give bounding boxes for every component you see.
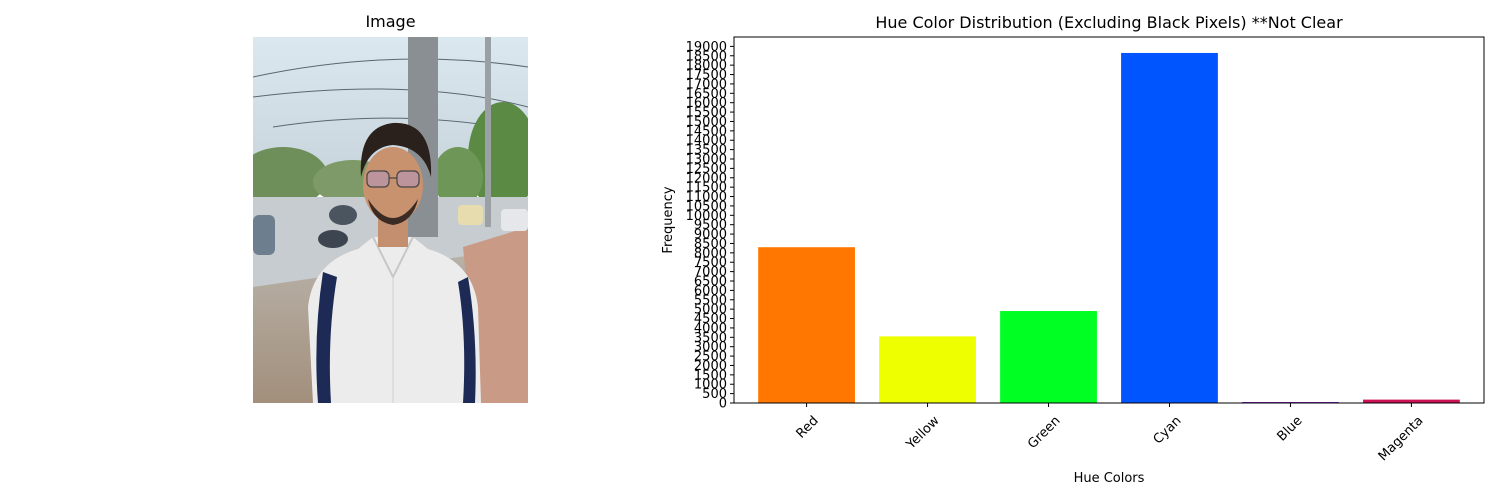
x-tick-label: Red xyxy=(794,413,822,441)
bar-red xyxy=(758,247,855,403)
y-tick-label: 17000 xyxy=(686,77,727,92)
y-tick-label: 10000 xyxy=(686,209,727,224)
y-tick-label: 7500 xyxy=(694,256,727,271)
y-tick-label: 5500 xyxy=(694,293,727,308)
x-tick-label: Blue xyxy=(1275,413,1306,444)
plot-area-frame xyxy=(733,36,1485,404)
y-tick-label: 10500 xyxy=(686,199,727,214)
y-tick-label: 9000 xyxy=(694,228,727,243)
bar-yellow xyxy=(879,336,976,403)
y-tick-label: 6000 xyxy=(694,284,727,299)
y-tick-label: 13000 xyxy=(686,153,727,168)
y-tick-label: 2500 xyxy=(694,350,727,365)
y-tick-label: 17500 xyxy=(686,68,727,83)
x-tick-label: Green xyxy=(1025,413,1063,451)
bar-magenta xyxy=(1363,399,1460,403)
x-tick-label: Cyan xyxy=(1151,413,1185,447)
portrait-photo xyxy=(253,37,528,403)
y-tick-label: 19000 xyxy=(686,40,727,55)
y-tick-label: 3000 xyxy=(694,340,727,355)
y-tick-label: 11500 xyxy=(686,181,727,196)
y-tick-label: 1000 xyxy=(694,378,727,393)
bar-green xyxy=(1000,311,1097,403)
y-tick-label: 13500 xyxy=(686,143,727,158)
y-tick-label: 8000 xyxy=(694,246,727,261)
y-tick-label: 8500 xyxy=(694,237,727,252)
image-panel-title: Image xyxy=(365,12,416,31)
y-axis-label: Frequency xyxy=(661,186,676,253)
y-tick-label: 14000 xyxy=(686,134,727,149)
y-tick-label: 1500 xyxy=(694,368,727,383)
y-tick-label: 12500 xyxy=(686,162,727,177)
y-tick-label: 16500 xyxy=(686,87,727,102)
y-tick-label: 16000 xyxy=(686,96,727,111)
y-tick-label: 18500 xyxy=(686,49,727,64)
y-tick-label: 3500 xyxy=(694,331,727,346)
y-tick-label: 4500 xyxy=(694,312,727,327)
y-tick-label: 0 xyxy=(719,397,727,412)
y-tick-label: 9500 xyxy=(694,218,727,233)
x-tick-label: Magenta xyxy=(1376,413,1427,464)
chart-title: Hue Color Distribution (Excluding Black … xyxy=(875,13,1343,32)
y-tick-label: 12000 xyxy=(686,171,727,186)
y-tick-label: 7000 xyxy=(694,265,727,280)
y-tick-label: 15500 xyxy=(686,106,727,121)
y-tick-label: 500 xyxy=(702,387,727,402)
y-tick-label: 2000 xyxy=(694,359,727,374)
y-tick-label: 4000 xyxy=(694,321,727,336)
y-tick-label: 18000 xyxy=(686,59,727,74)
y-tick-label: 11000 xyxy=(686,190,727,205)
y-tick-label: 5000 xyxy=(694,303,727,318)
y-tick-label: 6500 xyxy=(694,275,727,290)
bar-cyan xyxy=(1121,52,1218,403)
y-tick-label: 14500 xyxy=(686,124,727,139)
y-tick-label: 15000 xyxy=(686,115,727,130)
x-tick-label: Yellow xyxy=(903,413,943,453)
x-axis-label: Hue Colors xyxy=(1074,471,1145,486)
